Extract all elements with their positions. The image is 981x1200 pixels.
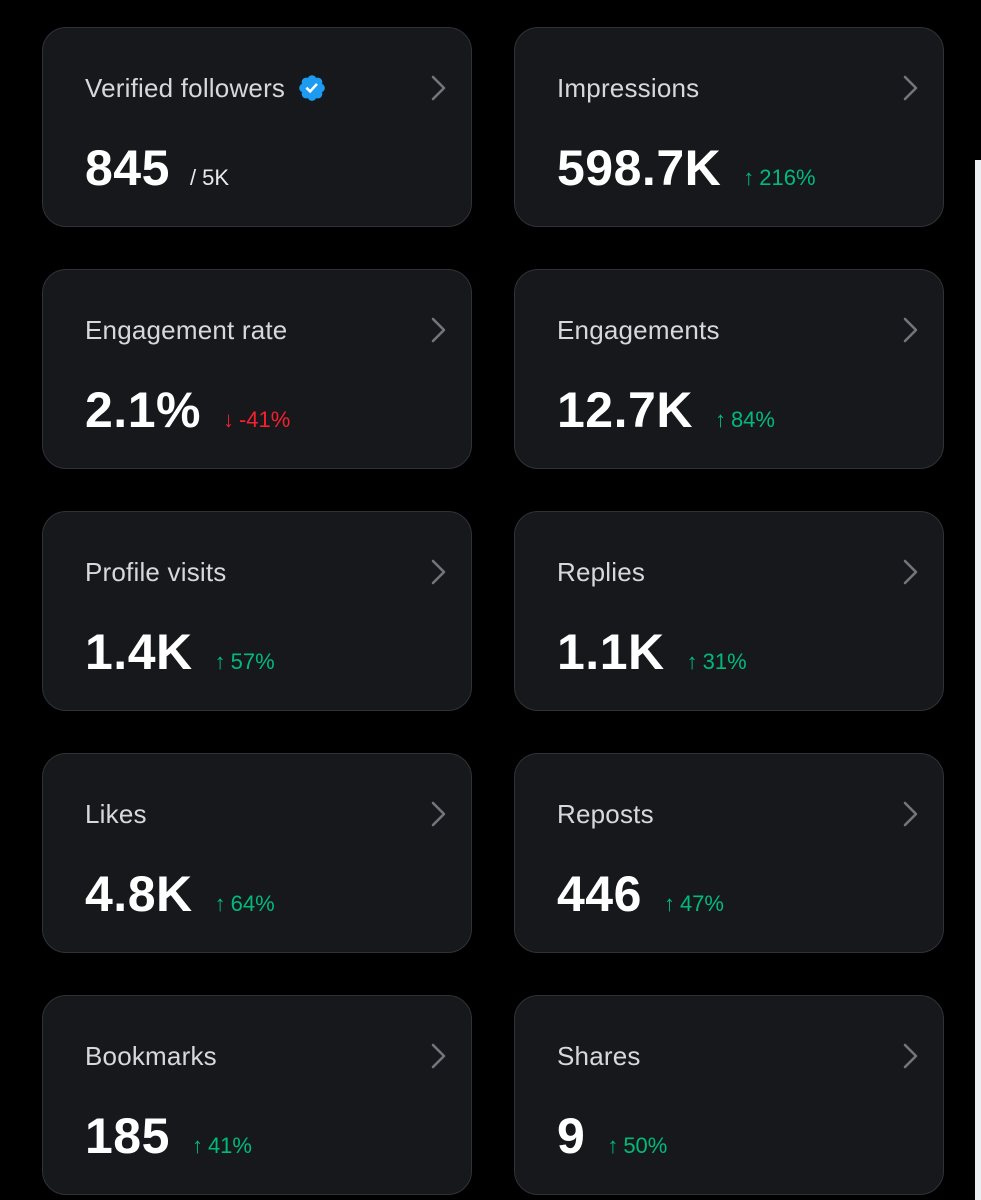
delta-percent: 57% (230, 649, 275, 674)
metric-label: Engagement rate (85, 315, 288, 345)
metric-header: Bookmarks (85, 1040, 217, 1072)
metric-label: Profile visits (85, 557, 227, 587)
metric-value: 9 (557, 1108, 586, 1164)
metric-value: 446 (557, 866, 642, 922)
metric-delta: ↑ 47% (664, 891, 724, 917)
delta-percent: 216% (759, 165, 816, 190)
metric-delta: ↑ 31% (687, 649, 747, 675)
metric-delta: ↑ 64% (215, 891, 275, 917)
metric-label: Shares (557, 1041, 641, 1071)
arrow-down-icon: ↓ (222, 407, 234, 432)
chevron-right-icon[interactable] (899, 1042, 923, 1070)
chevron-right-icon[interactable] (899, 74, 923, 102)
chevron-right-icon[interactable] (427, 74, 451, 102)
delta-percent: 47% (679, 891, 724, 916)
metric-label: Impressions (557, 73, 700, 103)
metric-card-likes[interactable]: Likes 4.8K ↑ 64% (42, 753, 472, 953)
metric-header: Replies (557, 556, 645, 588)
metric-delta: ↑ 57% (215, 649, 275, 675)
metric-label: Engagements (557, 315, 720, 345)
arrow-up-icon: ↑ (607, 1133, 619, 1158)
arrow-up-icon: ↑ (686, 649, 698, 674)
chevron-right-icon[interactable] (427, 316, 451, 344)
delta-percent: -41% (238, 407, 291, 432)
delta-percent: 31% (702, 649, 747, 674)
metric-delta: ↓ -41% (223, 407, 290, 433)
delta-percent: 41% (207, 1133, 252, 1158)
delta-percent: 50% (623, 1133, 668, 1158)
metric-card-impressions[interactable]: Impressions 598.7K ↑ 216% (514, 27, 944, 227)
chevron-right-icon[interactable] (899, 558, 923, 586)
metric-value: 1.1K (557, 624, 665, 680)
arrow-up-icon: ↑ (743, 165, 755, 190)
metric-header: Engagements (557, 314, 720, 346)
metric-delta: ↑ 84% (715, 407, 775, 433)
metric-goal: / 5K (189, 165, 230, 190)
metric-header: Likes (85, 798, 147, 830)
metric-card-engagements[interactable]: Engagements 12.7K ↑ 84% (514, 269, 944, 469)
metric-label: Likes (85, 799, 147, 829)
chevron-right-icon[interactable] (427, 800, 451, 828)
metric-card-engagement-rate[interactable]: Engagement rate 2.1% ↓ -41% (42, 269, 472, 469)
metric-label: Verified followers (85, 73, 286, 103)
metric-card-shares[interactable]: Shares 9 ↑ 50% (514, 995, 944, 1195)
arrow-up-icon: ↑ (191, 1133, 203, 1158)
metric-label: Reposts (557, 799, 654, 829)
metric-card-bookmarks[interactable]: Bookmarks 185 ↑ 41% (42, 995, 472, 1195)
metric-label: Bookmarks (85, 1041, 217, 1071)
metric-header: Verified followers (85, 72, 327, 104)
metric-value-row: 2.1% ↓ -41% (85, 382, 290, 438)
metric-value-row: 4.8K ↑ 64% (85, 866, 275, 922)
verified-badge-icon (297, 73, 327, 103)
metric-value-row: 446 ↑ 47% (557, 866, 724, 922)
metric-delta: ↑ 50% (607, 1133, 667, 1159)
arrow-up-icon: ↑ (714, 407, 726, 432)
metric-card-reposts[interactable]: Reposts 446 ↑ 47% (514, 753, 944, 953)
scrollbar[interactable] (975, 160, 981, 1200)
metric-card-verified-followers[interactable]: Verified followers 845 / 5K (42, 27, 472, 227)
metric-value: 185 (85, 1108, 170, 1164)
metric-header: Shares (557, 1040, 641, 1072)
metric-delta: ↑ 41% (192, 1133, 252, 1159)
metric-value: 2.1% (85, 382, 201, 438)
metric-value-row: 9 ↑ 50% (557, 1108, 667, 1164)
metric-value-row: 1.1K ↑ 31% (557, 624, 747, 680)
metric-value-row: 598.7K ↑ 216% (557, 140, 816, 196)
metric-value-row: 845 / 5K (85, 140, 229, 196)
metric-value: 4.8K (85, 866, 193, 922)
metric-card-replies[interactable]: Replies 1.1K ↑ 31% (514, 511, 944, 711)
metric-header: Impressions (557, 72, 699, 104)
metric-value-row: 1.4K ↑ 57% (85, 624, 275, 680)
metrics-grid: Verified followers 845 / 5K Impressions … (42, 27, 944, 1195)
delta-percent: 84% (730, 407, 775, 432)
arrow-up-icon: ↑ (214, 649, 226, 674)
metric-card-profile-visits[interactable]: Profile visits 1.4K ↑ 57% (42, 511, 472, 711)
metric-header: Profile visits (85, 556, 227, 588)
metric-header: Engagement rate (85, 314, 287, 346)
chevron-right-icon[interactable] (899, 800, 923, 828)
metric-delta: ↑ 216% (743, 165, 815, 191)
metric-value-row: 185 ↑ 41% (85, 1108, 252, 1164)
metric-value: 1.4K (85, 624, 193, 680)
metric-value: 845 (85, 140, 170, 196)
metric-header: Reposts (557, 798, 654, 830)
chevron-right-icon[interactable] (427, 558, 451, 586)
delta-percent: 64% (230, 891, 275, 916)
metric-value: 598.7K (557, 140, 722, 196)
metric-value: 12.7K (557, 382, 693, 438)
metric-label: Replies (557, 557, 646, 587)
arrow-up-icon: ↑ (214, 891, 226, 916)
chevron-right-icon[interactable] (427, 1042, 451, 1070)
chevron-right-icon[interactable] (899, 316, 923, 344)
arrow-up-icon: ↑ (663, 891, 675, 916)
metric-value-row: 12.7K ↑ 84% (557, 382, 775, 438)
